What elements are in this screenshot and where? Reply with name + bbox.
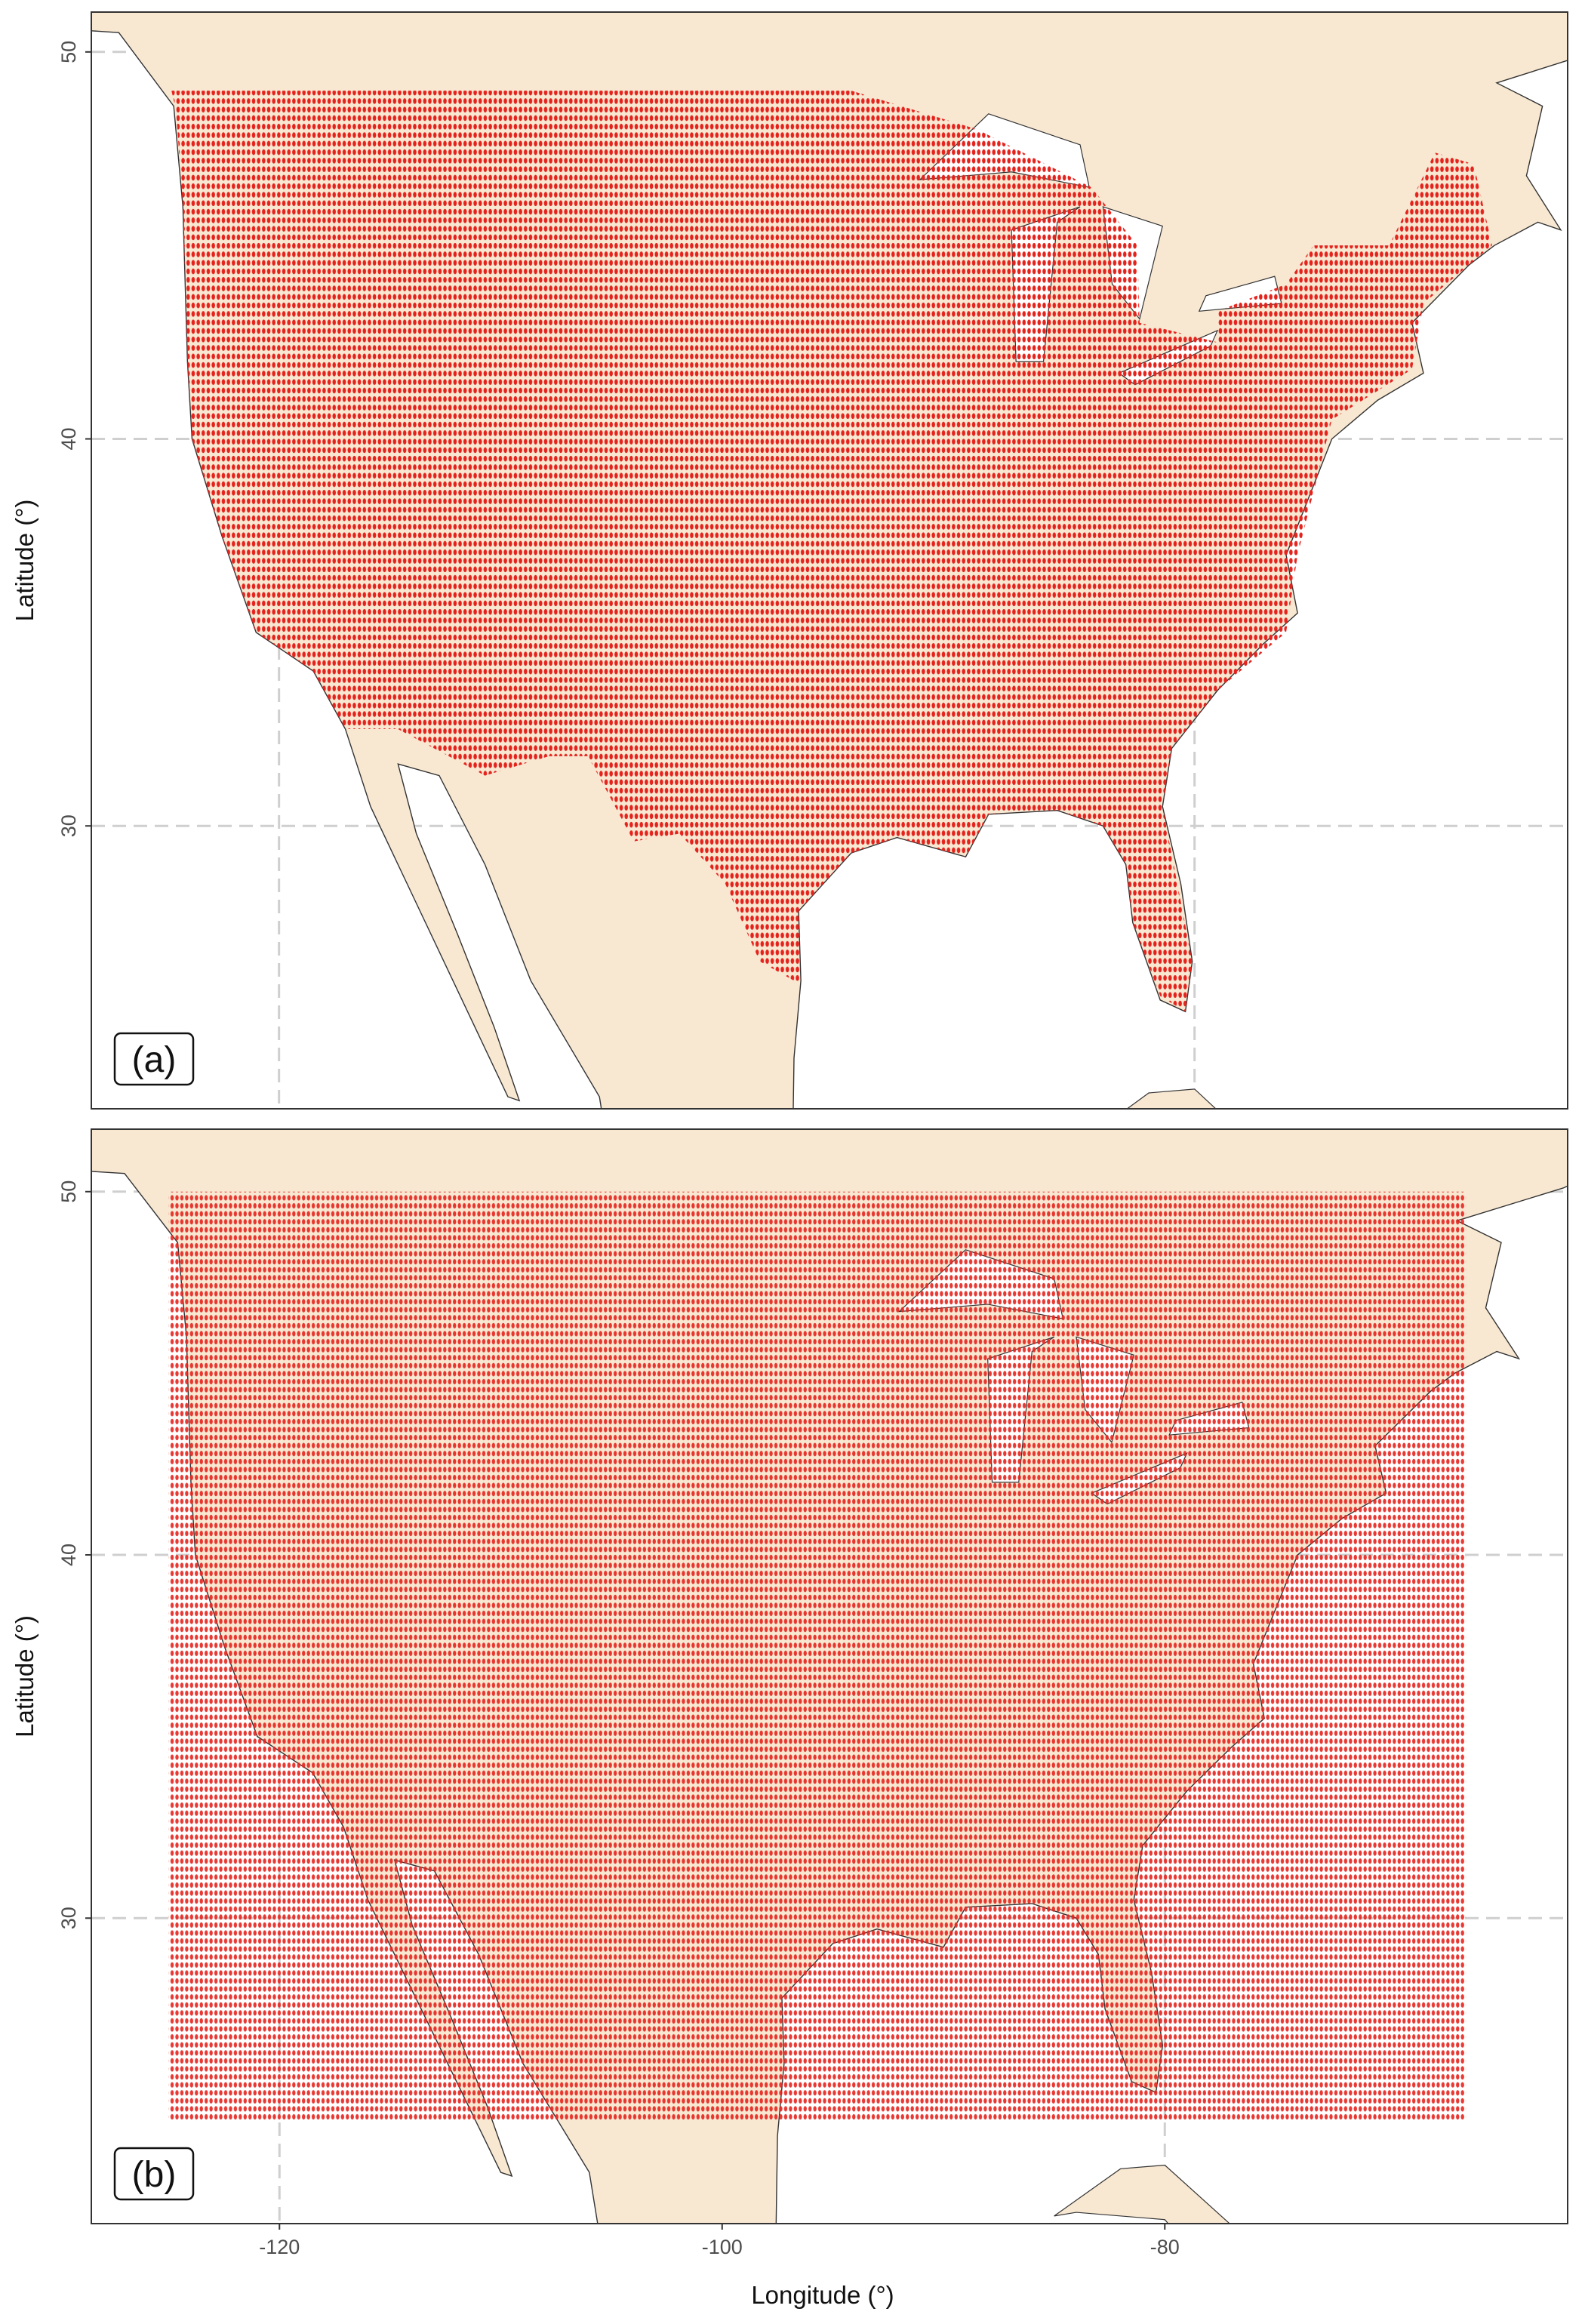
y-tick-label: 40 [57,427,80,450]
y-tick-label: 30 [57,814,80,837]
map-panel: 50 40 30 Latitude (°) -120 -100 -80 (b) [0,829,1585,2286]
panel-area [0,829,1585,2286]
panel-area [91,12,1568,1109]
panel-label-box [113,1032,195,1086]
panel-border [91,1128,1568,2224]
x-tick-label: -120 [259,2236,300,2258]
y-tick-label: 50 [57,1180,80,1203]
y-tick-label: 50 [57,41,80,63]
y-tick-label: 40 [57,1544,80,1566]
panel-label: (a) [132,1040,177,1080]
panel-label: (b) [132,2155,177,2195]
panel-label-box [113,2147,195,2201]
y-axis-title: Latitude (°) [11,1615,38,1738]
x-tick-label: -80 [1150,2236,1180,2258]
grid-points [168,1191,1467,2122]
x-tick-label: -100 [702,2236,743,2258]
y-axis-title: Latitude (°) [11,500,38,622]
map-layer [0,829,1585,2286]
x-axis-title: Longitude (°) [751,2281,894,2309]
map-panel: 50 40 30 Latitude (°) (a) [11,11,1568,1110]
y-tick-label: 30 [57,1907,80,1929]
panel-border [91,11,1568,1110]
